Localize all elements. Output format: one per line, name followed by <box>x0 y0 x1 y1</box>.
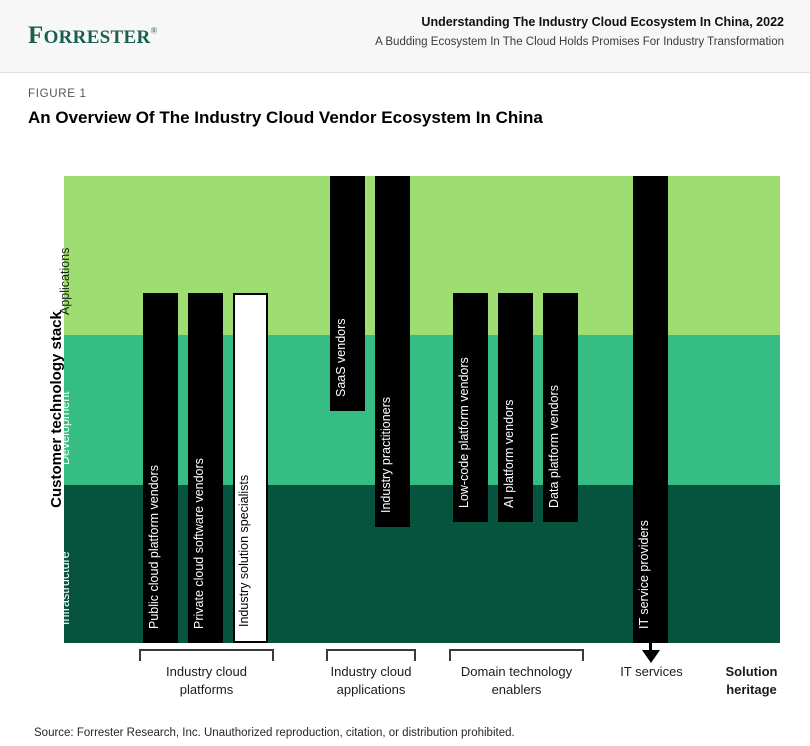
bar-label: SaaS vendors <box>333 318 348 397</box>
logo-wordmark: ORRESTER <box>43 27 151 48</box>
bar-data-platform-vendors: Data platform vendors <box>543 293 578 522</box>
logo-initial: F <box>28 22 44 49</box>
bar-low-code-platform-vendors: Low-code platform vendors <box>453 293 488 522</box>
group-label-line2: applications <box>336 682 406 697</box>
source-note: Source: Forrester Research, Inc. Unautho… <box>34 727 515 739</box>
report-title: Understanding The Industry Cloud Ecosyst… <box>421 15 784 29</box>
bar-industry-solution-specialists: Industry solution specialists <box>233 293 268 643</box>
group-label-line1: IT services <box>620 664 683 679</box>
registered-trademark-icon: ® <box>150 25 158 36</box>
chart-plot-area: Applications Development Infrastructure Pub… <box>58 176 780 643</box>
bar-label: Public cloud platform vendors <box>146 465 161 629</box>
group-label-domain-technology: Domain technology enablers <box>429 663 604 699</box>
it-services-arrow-stem <box>649 643 652 655</box>
group-label-industry-cloud: Industry cloud applications <box>306 663 436 699</box>
group-label-industry-cloud: Industry cloud platforms <box>119 663 294 699</box>
it-services-arrow-icon <box>641 650 660 663</box>
bar-private-cloud-software-vendors: Private cloud software vendors <box>188 293 223 643</box>
group-label-line1: Solution <box>725 664 778 679</box>
bar-industry-practitioners: Industry practitioners <box>375 176 410 527</box>
group-label-line1: Industry cloud <box>166 664 247 679</box>
bar-it-service-providers: IT service providers <box>633 176 668 643</box>
group-label-line2: heritage <box>726 682 777 697</box>
page-header: FORRESTER® Understanding The Industry Cl… <box>0 0 810 73</box>
bar-public-cloud-platform-vendors: Public cloud platform vendors <box>143 293 178 643</box>
report-subtitle: A Budding Ecosystem In The Cloud Holds P… <box>375 36 784 48</box>
bracket-domain-technology <box>449 649 584 661</box>
group-label-it-services: IT services <box>584 663 719 681</box>
bar-saas-vendors: SaaS vendors <box>330 176 365 411</box>
bar-label: AI platform vendors <box>501 399 516 508</box>
figure-title: An Overview Of The Industry Cloud Vendor… <box>28 108 543 127</box>
bar-label: Low-code platform vendors <box>456 357 471 508</box>
bar-label: Industry solution specialists <box>236 474 251 627</box>
y-axis-title: Customer technology stack <box>47 311 65 508</box>
group-label-line1: Domain technology <box>460 664 573 679</box>
bar-label: Data platform vendors <box>546 385 561 508</box>
bracket-industry-cloud <box>326 649 416 661</box>
y-axis-title-wrap: Customer technology stack <box>46 176 66 643</box>
bar-label: Private cloud software vendors <box>191 458 206 629</box>
bar-label: IT service providers <box>636 520 651 629</box>
group-label-line2: enablers <box>491 682 542 697</box>
bar-label: Industry practitioners <box>378 396 393 513</box>
bar-ai-platform-vendors: AI platform vendors <box>498 293 533 522</box>
bracket-industry-cloud <box>139 649 274 661</box>
group-label-solution: Solution heritage <box>684 663 810 699</box>
group-label-line2: platforms <box>179 682 234 697</box>
forrester-logo: FORRESTER® <box>28 22 158 50</box>
group-label-line1: Industry cloud <box>330 664 412 679</box>
figure-number: FIGURE 1 <box>28 88 87 100</box>
